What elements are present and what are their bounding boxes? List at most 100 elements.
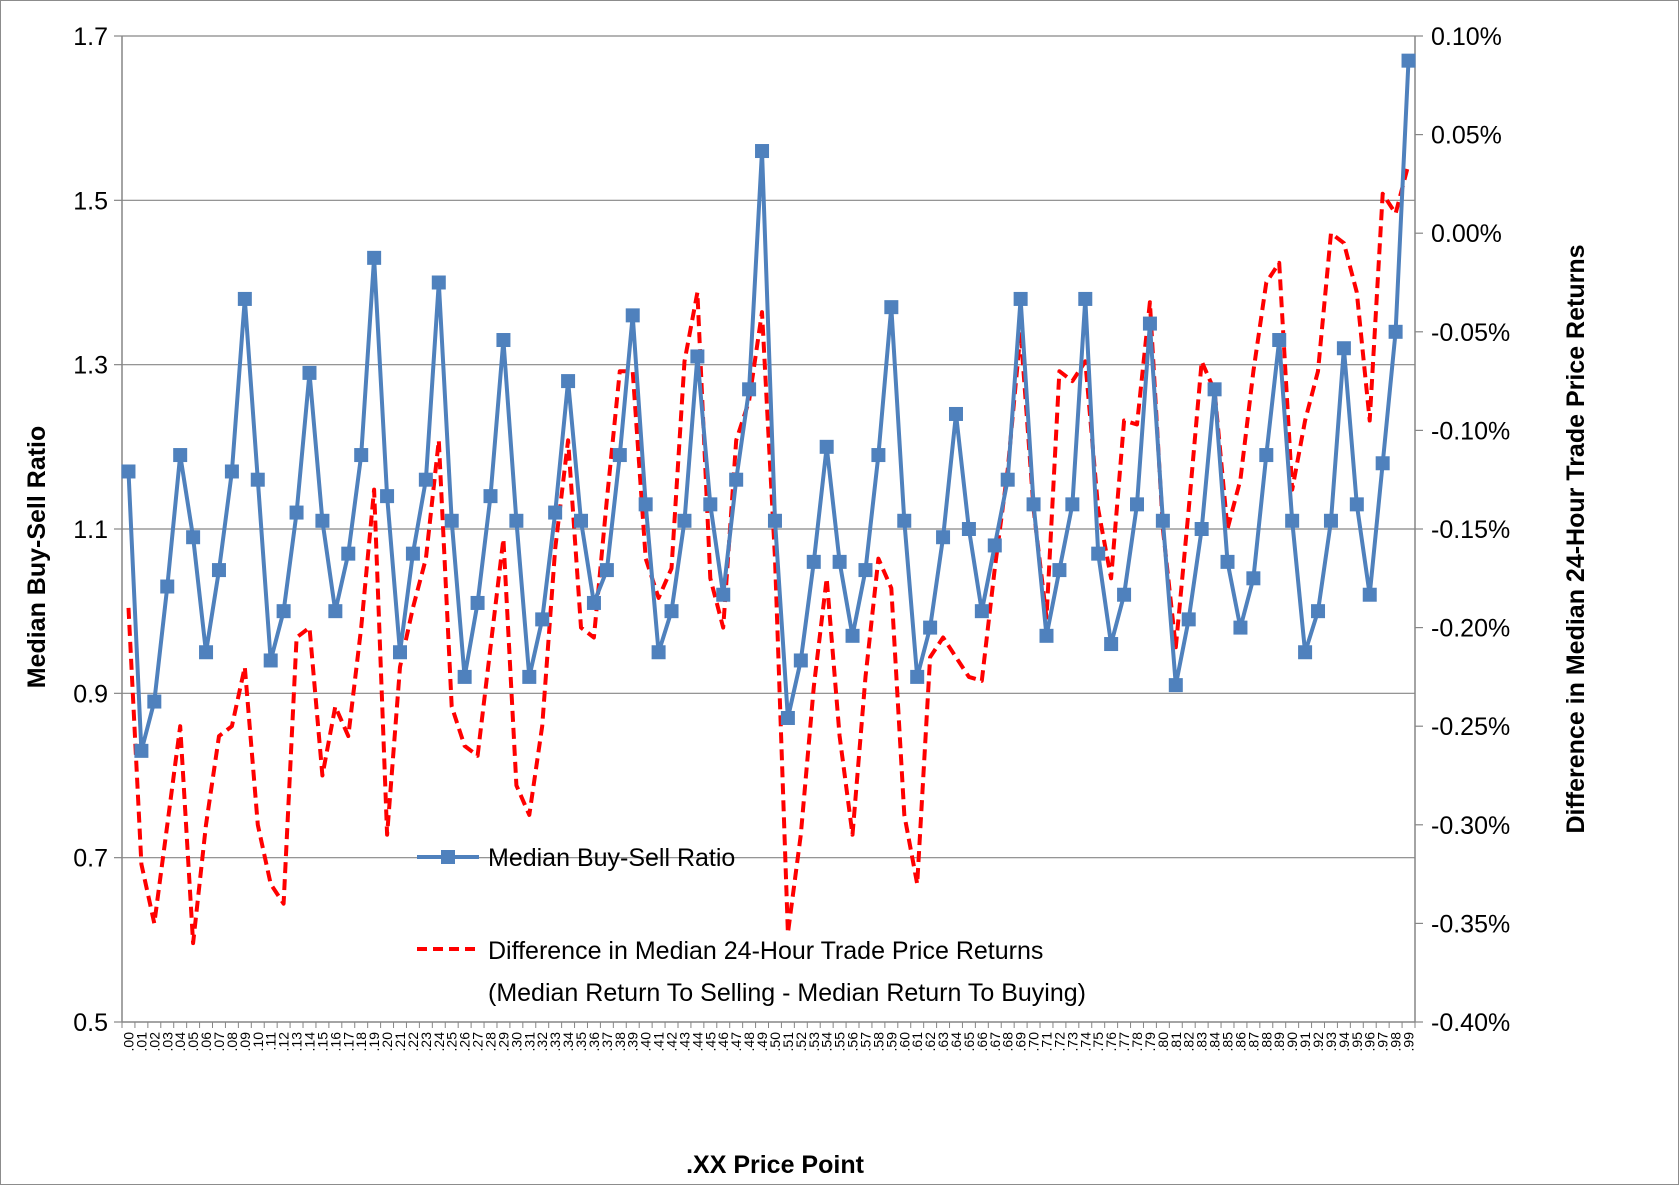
buy-sell-ratio-point: [199, 645, 214, 660]
x-tick-label: .84: [1207, 1032, 1223, 1052]
legend-label-return-difference-line2: (Median Return To Selling - Median Retur…: [488, 979, 1086, 1007]
right-tick-label: 0.05%: [1431, 122, 1502, 150]
buy-sell-ratio-point: [961, 522, 976, 536]
x-tick-label: .32: [534, 1032, 550, 1052]
buy-sell-ratio-point: [780, 710, 795, 725]
x-tick-label: .13: [289, 1032, 305, 1052]
x-tick-label: .06: [198, 1032, 214, 1052]
buy-sell-ratio-point: [160, 579, 175, 594]
buy-sell-ratio-point: [509, 513, 524, 528]
x-tick-label: .03: [159, 1032, 175, 1052]
buy-sell-ratio-point: [1298, 645, 1313, 660]
x-tick-label: .25: [444, 1032, 460, 1052]
x-tick-label: .07: [211, 1032, 227, 1052]
x-tick-label: .53: [806, 1032, 822, 1052]
buy-sell-ratio-point: [302, 365, 317, 380]
buy-sell-ratio-point: [729, 472, 744, 487]
x-tick-label: .47: [728, 1032, 744, 1052]
buy-sell-ratio-point: [418, 472, 433, 487]
left-tick-label: 1.7: [73, 23, 108, 51]
x-tick-label: .16: [327, 1032, 343, 1052]
x-tick-label: .33: [547, 1032, 563, 1052]
buy-sell-ratio-point: [1168, 678, 1183, 693]
x-tick-label: .31: [521, 1032, 537, 1052]
buy-sell-ratio-point: [1065, 497, 1080, 512]
x-tick-label: .00: [120, 1032, 136, 1052]
x-tick-label: .10: [250, 1032, 266, 1052]
x-tick-label: .90: [1284, 1032, 1300, 1052]
x-tick-label: .28: [483, 1032, 499, 1052]
x-tick-label: .68: [1000, 1032, 1016, 1052]
buy-sell-ratio-point: [405, 546, 420, 561]
legend-label-return-difference: Difference in Median 24-Hour Trade Price…: [488, 937, 1043, 965]
buy-sell-ratio-point: [832, 554, 847, 569]
x-tick-label: .38: [612, 1032, 628, 1052]
buy-sell-ratio-point: [1155, 513, 1170, 528]
buy-sell-ratio-point: [625, 308, 640, 323]
x-tick-label: .50: [767, 1032, 783, 1052]
buy-sell-ratio-point: [845, 628, 860, 643]
buy-sell-ratio-point: [936, 530, 951, 545]
right-axis-ticks: -0.40% -0.35% -0.30% -0.25% -0.20% -0.15% -0.1…: [1415, 23, 1510, 1037]
buy-sell-ratio-point: [470, 595, 485, 610]
right-tick-label: -0.25%: [1431, 713, 1510, 741]
x-tick-label: .74: [1077, 1032, 1093, 1052]
x-tick-label: .41: [651, 1032, 667, 1052]
right-tick-label: -0.05%: [1431, 319, 1510, 347]
buy-sell-ratio-point: [638, 497, 653, 512]
x-tick-label: .26: [457, 1032, 473, 1052]
x-tick-label: .08: [224, 1032, 240, 1052]
x-tick-label: .46: [715, 1032, 731, 1052]
x-tick-label: .54: [819, 1032, 835, 1052]
buy-sell-ratio-point: [1207, 382, 1222, 397]
buy-sell-ratio-point: [276, 604, 291, 619]
x-tick-label: .35: [573, 1032, 589, 1052]
buy-sell-ratio-point: [948, 406, 963, 421]
buy-sell-ratio-point: [224, 464, 239, 479]
x-tick-label: .99: [1401, 1032, 1417, 1052]
x-axis-ticks: .00.01.02.03.04.05.06.07.08.09.10.11.12.…: [120, 1022, 1417, 1052]
x-tick-label: .75: [1090, 1032, 1106, 1052]
right-tick-label: -0.15%: [1431, 516, 1510, 544]
buy-sell-ratio-point: [703, 497, 718, 512]
buy-sell-ratio-point: [1388, 324, 1403, 339]
x-tick-label: .34: [560, 1032, 576, 1052]
x-tick-label: .30: [508, 1032, 524, 1052]
x-tick-label: .24: [431, 1032, 447, 1052]
buy-sell-ratio-point: [121, 464, 136, 479]
x-tick-label: .39: [625, 1032, 641, 1052]
left-tick-label: 0.5: [73, 1009, 108, 1037]
left-tick-label: 0.7: [73, 845, 108, 873]
buy-sell-ratio-point: [263, 653, 278, 668]
legend: Median Buy-Sell Ratio Difference in Medi…: [417, 844, 1086, 1007]
x-tick-label: .66: [974, 1032, 990, 1052]
x-tick-label: .49: [754, 1032, 770, 1052]
buy-sell-ratio-point: [664, 604, 679, 619]
buy-sell-ratio-point: [367, 250, 382, 265]
x-tick-label: .71: [1038, 1032, 1054, 1052]
x-tick-label: .04: [172, 1032, 188, 1052]
buy-sell-ratio-point: [586, 595, 601, 610]
series-return-difference: [126, 163, 1411, 946]
buy-sell-ratio-point: [1362, 587, 1377, 602]
buy-sell-ratio-point: [237, 291, 252, 306]
x-tick-label: .67: [987, 1032, 1003, 1052]
x-tick-label: .27: [470, 1032, 486, 1052]
right-tick-label: -0.10%: [1431, 417, 1510, 445]
series-buy-sell-ratio: [121, 53, 1416, 758]
buy-sell-ratio-point: [897, 513, 912, 528]
x-tick-label: .64: [948, 1032, 964, 1052]
x-tick-label: .76: [1103, 1032, 1119, 1052]
buy-sell-ratio-point: [858, 563, 873, 578]
left-tick-label: 0.9: [73, 680, 108, 708]
x-tick-label: .29: [495, 1032, 511, 1052]
buy-sell-ratio-point: [1401, 53, 1416, 68]
x-tick-label: .44: [689, 1032, 705, 1052]
return-difference-line: [126, 163, 1411, 946]
buy-sell-ratio-point: [1259, 448, 1274, 463]
buy-sell-ratio-point: [392, 645, 407, 660]
x-tick-label: .43: [676, 1032, 692, 1052]
x-tick-label: .58: [870, 1032, 886, 1052]
x-tick-label: .95: [1349, 1032, 1365, 1052]
